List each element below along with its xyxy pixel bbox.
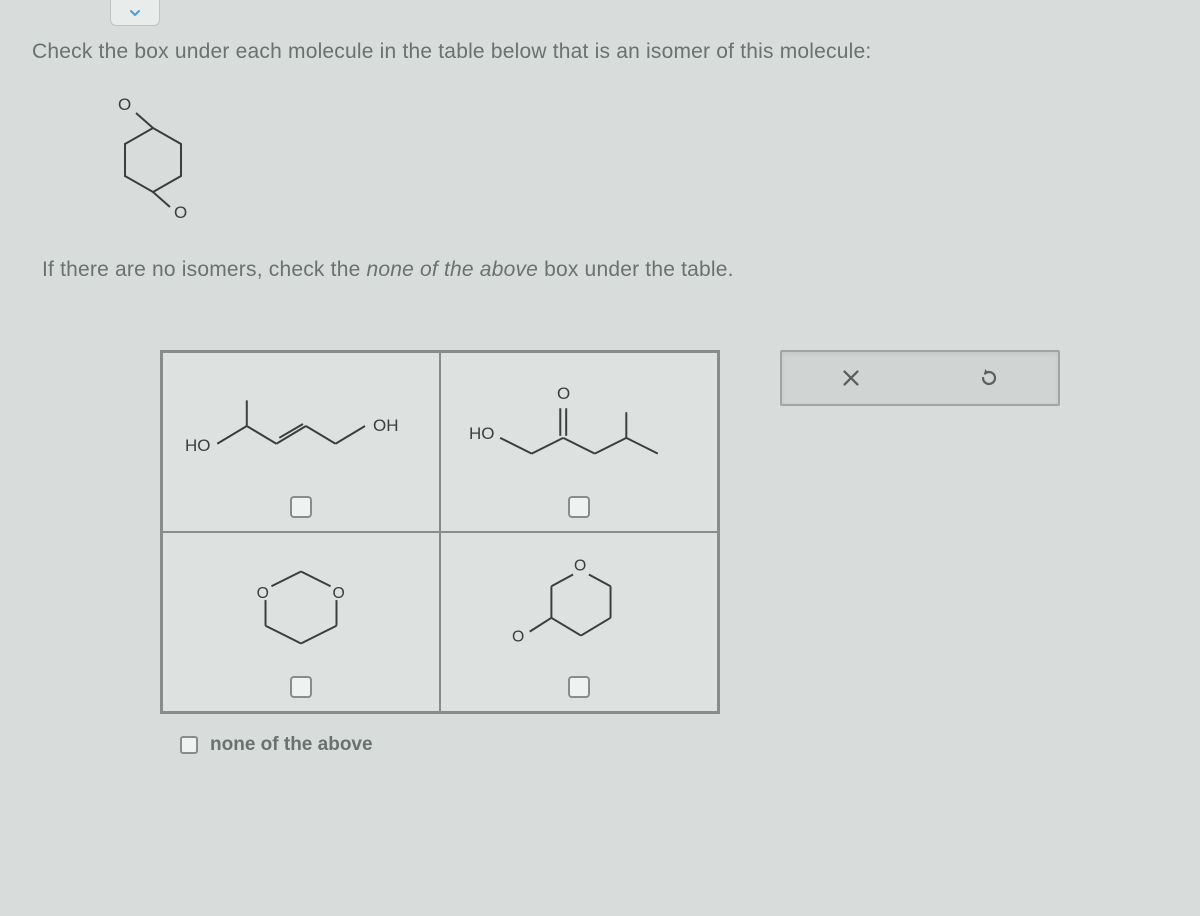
close-icon — [840, 367, 862, 389]
atom-label-ho: HO — [469, 424, 495, 444]
svg-text:O: O — [574, 558, 586, 575]
atom-label-o: O — [557, 384, 570, 404]
molecule-1: HO OH — [163, 366, 439, 486]
molecule-table: HO OH — [160, 350, 720, 714]
instruction-suffix: box under the table. — [538, 258, 734, 281]
molecule-table-wrap: HO OH — [160, 350, 720, 756]
molecule-3-checkbox[interactable] — [290, 676, 312, 698]
none-of-above-checkbox[interactable] — [180, 736, 198, 754]
atom-label: O — [174, 203, 187, 222]
svg-text:O: O — [257, 585, 269, 602]
close-button[interactable] — [833, 360, 869, 396]
molecule-2: HO O — [441, 366, 717, 486]
none-of-above-row: none of the above — [160, 714, 720, 756]
atom-label: O — [118, 95, 131, 114]
instruction-text-2: If there are no isomers, check the none … — [42, 258, 734, 282]
none-of-above-label: none of the above — [210, 734, 373, 756]
molecule-4: O O — [441, 546, 717, 666]
svg-text:O: O — [333, 585, 345, 602]
svg-text:O: O — [512, 628, 524, 645]
action-button-panel — [780, 350, 1060, 406]
molecule-cell-1: HO OH — [162, 352, 440, 532]
molecule-4-checkbox[interactable] — [568, 676, 590, 698]
molecule-2-checkbox[interactable] — [568, 496, 590, 518]
instruction-prefix: If there are no isomers, check the — [42, 258, 366, 281]
reset-button[interactable] — [971, 360, 1007, 396]
instruction-italic: none of the above — [366, 258, 538, 281]
atom-label-oh: OH — [373, 416, 399, 436]
molecule-cell-3: O O — [162, 532, 440, 712]
instruction-text-1: Check the box under each molecule in the… — [32, 40, 871, 64]
undo-icon — [977, 366, 1001, 390]
chevron-down-icon — [127, 5, 143, 21]
molecule-cell-4: O O — [440, 532, 718, 712]
molecule-1-checkbox[interactable] — [290, 496, 312, 518]
molecule-3: O O — [163, 546, 439, 666]
atom-label-ho: HO — [185, 436, 211, 456]
dropdown-toggle[interactable] — [110, 0, 160, 26]
reference-molecule: O O — [88, 88, 218, 228]
molecule-cell-2: HO O — [440, 352, 718, 532]
